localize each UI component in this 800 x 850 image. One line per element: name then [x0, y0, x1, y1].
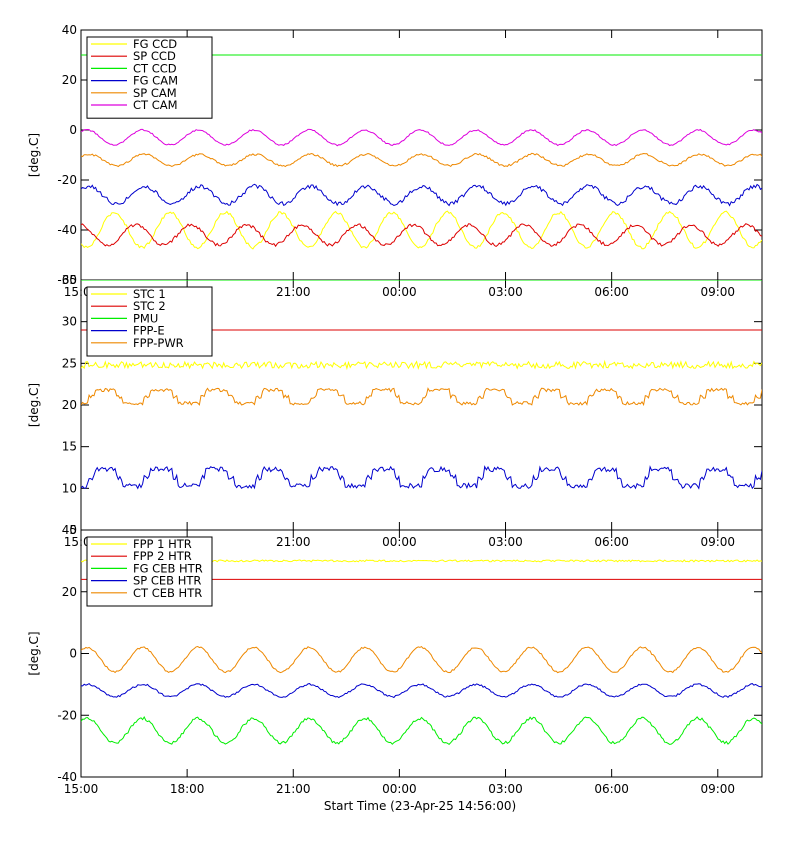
legend-label: SP CAM	[133, 86, 177, 100]
x-tick-label: 09:00	[700, 782, 735, 796]
x-tick-label: 09:00	[700, 535, 735, 549]
legend-label: STC 2	[133, 299, 166, 313]
y-tick-label: 10	[62, 481, 77, 495]
legend-label: PMU	[133, 311, 158, 325]
y-tick-label: -40	[57, 770, 77, 784]
x-tick-label: 06:00	[594, 285, 629, 299]
y-tick-label: -60	[57, 273, 77, 287]
legend-label: FPP-E	[133, 324, 165, 338]
legend-label: FPP-PWR	[133, 336, 184, 350]
series-line-sp-cam	[81, 152, 762, 168]
series-line-sp-ceb-htr	[81, 682, 762, 699]
legend-label: CT CAM	[133, 98, 178, 112]
y-axis-title: [deg.C]	[27, 133, 41, 177]
series-line-fpp-e	[81, 465, 762, 490]
legend-label: STC 1	[133, 287, 166, 301]
y-tick-label: 15	[62, 440, 77, 454]
y-tick-label: 0	[69, 123, 77, 137]
x-tick-label: 00:00	[382, 535, 417, 549]
x-tick-label: 00:00	[382, 782, 417, 796]
legend-label: SP CCD	[133, 49, 176, 63]
y-tick-label: 0	[69, 647, 77, 661]
x-tick-label: 15:00	[64, 782, 99, 796]
series-line-fg-ccd	[81, 210, 762, 250]
legend-label: FG CEB HTR	[133, 561, 203, 575]
chart-panel-1: -60-40-200204015:0018:0021:0000:0003:000…	[27, 23, 763, 299]
chart-panels: -60 -40 -20 0 20 40 15:00 18:00 21:00 00:00 03:00 0…	[27, 23, 763, 796]
y-tick-label: -20	[57, 708, 77, 722]
y-axis-title: [deg.C]	[27, 631, 41, 675]
x-tick-label: 21:00	[276, 535, 311, 549]
x-tick-label: 18:00	[170, 782, 205, 796]
x-tick-label: 06:00	[594, 535, 629, 549]
series-line-stc-1	[81, 359, 762, 371]
y-tick-label: 20	[62, 73, 77, 87]
legend-box	[86, 286, 213, 357]
x-tick-label: 00:00	[382, 285, 417, 299]
start-time-label: Start Time (23-Apr-25 14:56:00)	[324, 799, 516, 813]
legend-label: SP CEB HTR	[133, 574, 201, 588]
series-line-ct-ceb-htr	[81, 645, 762, 674]
y-tick-label: 5	[69, 523, 77, 537]
y-tick-label: -20	[57, 173, 77, 187]
x-tick-label: 09:00	[700, 285, 735, 299]
y-tick-label: 20	[62, 398, 77, 412]
series-line-fg-ceb-htr	[81, 715, 762, 746]
y-tick-label: 35	[62, 273, 77, 287]
legend-label: FPP 1 HTR	[133, 537, 192, 551]
y-tick-label: 25	[62, 356, 77, 370]
legend-box	[86, 536, 213, 607]
x-tick-label: 03:00	[488, 535, 523, 549]
x-tick-label: 06:00	[594, 782, 629, 796]
series-line-fg-cam	[81, 183, 762, 207]
y-tick-label: 20	[62, 585, 77, 599]
y-axis-title: [deg.C]	[27, 383, 41, 427]
legend-label: FPP 2 HTR	[133, 549, 192, 563]
legend-label: CT CCD	[133, 61, 177, 75]
legend-label: FG CAM	[133, 74, 178, 88]
y-tick-label: 40	[62, 523, 77, 537]
x-tick-label: 03:00	[488, 782, 523, 796]
series-line-fpp-pwr	[81, 387, 762, 407]
chart-panel-3: -40 -20 0 20 40 15:00 18:00 21:00 00:00 03:00 06:0…	[27, 523, 763, 796]
legend-label: FG CCD	[133, 37, 177, 51]
series-line-ct-cam	[81, 128, 762, 147]
x-tick-label: 03:00	[488, 285, 523, 299]
chart-panel-2: 510152025303515:0018:0021:0000:0003:0006…	[27, 273, 763, 549]
series-line-sp-ccd	[81, 223, 762, 248]
legend-label: CT CEB HTR	[133, 586, 202, 600]
y-tick-label: 30	[62, 315, 77, 329]
x-tick-label: 21:00	[276, 782, 311, 796]
y-tick-label: 40	[62, 23, 77, 37]
x-tick-label: 21:00	[276, 285, 311, 299]
y-tick-label: -40	[57, 223, 77, 237]
